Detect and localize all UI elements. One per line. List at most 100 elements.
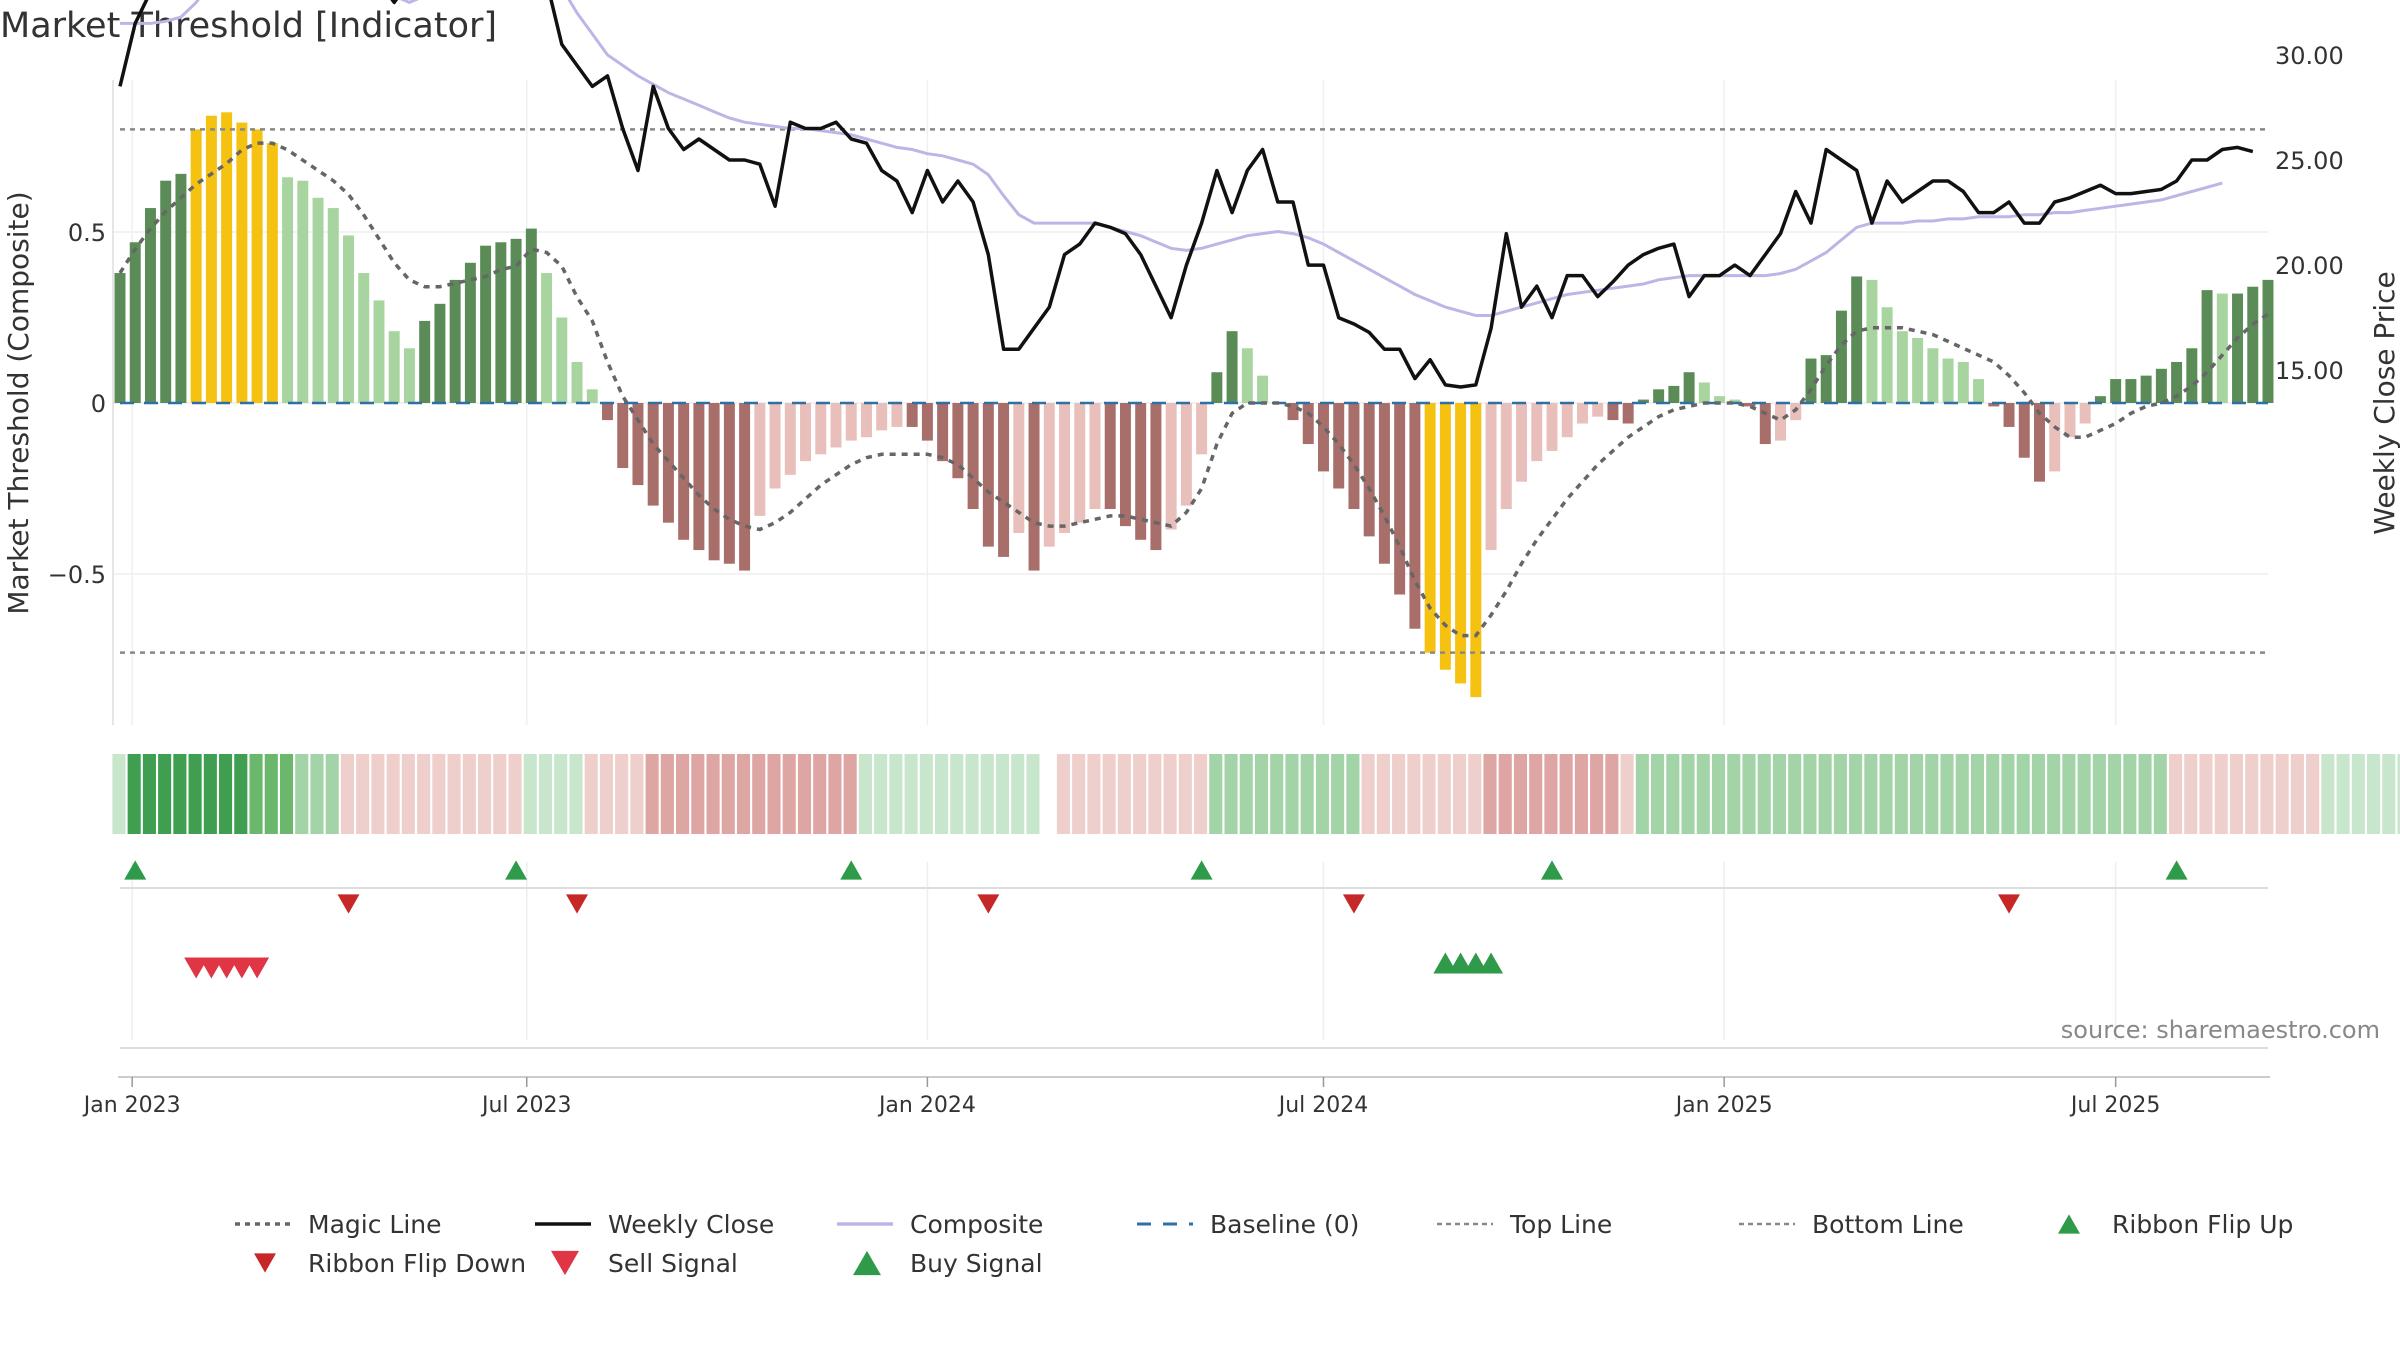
ribbon-cell bbox=[279, 754, 294, 834]
composite-bar bbox=[998, 403, 1010, 557]
composite-bar bbox=[1866, 279, 1878, 403]
ribbon-cell bbox=[2351, 754, 2365, 834]
composite-bar bbox=[2186, 348, 2198, 403]
composite-bar bbox=[160, 180, 172, 403]
composite-bar bbox=[891, 403, 903, 427]
ribbon-cell bbox=[2306, 754, 2320, 834]
ribbon-cell bbox=[2108, 754, 2122, 834]
composite-bar bbox=[860, 403, 872, 438]
ribbon-cell bbox=[2214, 754, 2228, 834]
composite-bar bbox=[297, 180, 309, 403]
legend-swatch bbox=[254, 1253, 276, 1273]
legend-item: Magic Line bbox=[235, 1210, 442, 1239]
ribbon-cell bbox=[691, 754, 705, 834]
ribbon-cell bbox=[1437, 754, 1451, 834]
ribbon-cell bbox=[569, 754, 583, 834]
composite-bar bbox=[205, 115, 217, 403]
composite-bar bbox=[1424, 403, 1436, 653]
composite-bar bbox=[1516, 403, 1528, 482]
composite-bar bbox=[1470, 403, 1482, 698]
ribbon-cell bbox=[1407, 754, 1421, 834]
composite-bar bbox=[1150, 403, 1162, 551]
composite-bar bbox=[1988, 403, 2000, 407]
composite-bar bbox=[1637, 399, 1649, 403]
ribbon-cell bbox=[112, 754, 126, 834]
composite-bar bbox=[2018, 403, 2030, 458]
ribbon-cell bbox=[1239, 754, 1253, 834]
ribbon-cell bbox=[234, 754, 248, 834]
composite-bar bbox=[1241, 348, 1253, 403]
ribbon-cell bbox=[1803, 754, 1817, 834]
sell-signal-marker bbox=[214, 957, 239, 979]
ribbon-cell bbox=[554, 754, 568, 834]
composite-bar bbox=[1287, 403, 1299, 421]
composite-bar bbox=[1455, 403, 1467, 684]
composite-bar bbox=[723, 403, 735, 564]
composite-bar bbox=[1378, 403, 1390, 564]
composite-bar bbox=[2155, 368, 2167, 403]
composite-bar bbox=[876, 403, 888, 431]
ribbon-cell bbox=[2367, 754, 2381, 834]
ribbon-flip-up-marker bbox=[505, 860, 528, 880]
buy-signal-marker bbox=[1463, 952, 1488, 974]
composite-bar bbox=[1333, 403, 1345, 489]
composite-bar bbox=[800, 403, 812, 462]
composite-bar bbox=[2216, 293, 2228, 403]
ribbon-cell bbox=[782, 754, 796, 834]
ribbon-cell bbox=[2336, 754, 2350, 834]
composite-bar bbox=[982, 403, 994, 547]
ribbon-cell bbox=[2290, 754, 2304, 834]
composite-bar bbox=[1013, 403, 1025, 533]
composite-bar bbox=[2125, 379, 2137, 403]
ribbon-cell bbox=[904, 754, 918, 834]
composite-bar bbox=[784, 403, 796, 475]
ribbon-cell bbox=[1529, 754, 1543, 834]
ribbon-cell bbox=[2199, 754, 2213, 834]
composite-bar bbox=[525, 228, 537, 403]
ribbon-flip-up-marker bbox=[1541, 860, 1563, 880]
ribbon-cell bbox=[1452, 754, 1467, 834]
legend-label: Sell Signal bbox=[608, 1249, 738, 1278]
ribbon-cell bbox=[401, 754, 415, 834]
legend-swatch bbox=[551, 1250, 579, 1276]
composite-bar bbox=[769, 403, 781, 489]
legend-item: Buy Signal bbox=[853, 1249, 1043, 1278]
legend-label: Magic Line bbox=[308, 1210, 442, 1239]
ribbon-cell bbox=[874, 754, 888, 834]
composite-bar bbox=[1439, 403, 1451, 670]
composite-bar bbox=[1059, 403, 1070, 533]
x-tick-label: Jul 2025 bbox=[2069, 1093, 2161, 1118]
composite-bar bbox=[1104, 403, 1116, 510]
ribbon-cell bbox=[1772, 754, 1786, 834]
ribbon-cell bbox=[1163, 754, 1177, 834]
composite-line bbox=[120, 0, 2223, 317]
composite-bar bbox=[1546, 403, 1558, 451]
composite-bar bbox=[1927, 348, 1939, 403]
sell-signal-marker bbox=[229, 957, 254, 979]
ribbon-cell bbox=[1970, 754, 1985, 834]
ribbon-flip-up-marker bbox=[1190, 860, 1213, 880]
ribbon-cell bbox=[599, 754, 613, 834]
composite-bar bbox=[266, 143, 278, 403]
composite-bar bbox=[251, 129, 263, 403]
ribbon-cell bbox=[1620, 754, 1634, 834]
ribbon-cell bbox=[1925, 754, 1939, 834]
ribbon-cell bbox=[462, 754, 476, 834]
legend-label: Buy Signal bbox=[910, 1249, 1043, 1278]
y-right-tick-label: 20.00 bbox=[2275, 252, 2344, 280]
ribbon-cell bbox=[1757, 754, 1771, 834]
ribbon-cell bbox=[584, 754, 598, 834]
composite-bar bbox=[2247, 286, 2259, 403]
composite-bar bbox=[845, 403, 857, 441]
composite-bar bbox=[1607, 403, 1619, 421]
y-left-tick-label: 0 bbox=[91, 390, 106, 418]
ribbon-cell bbox=[1026, 754, 1040, 834]
composite-bar bbox=[1942, 358, 1954, 403]
ribbon-cell bbox=[1270, 754, 1284, 834]
ribbon-cell bbox=[2245, 754, 2259, 834]
composite-bar bbox=[1135, 403, 1147, 540]
composite-bar bbox=[2034, 403, 2045, 482]
ribbon-cell bbox=[660, 754, 674, 834]
ribbon-cell bbox=[1133, 754, 1147, 834]
ribbon-cell bbox=[1056, 754, 1070, 834]
